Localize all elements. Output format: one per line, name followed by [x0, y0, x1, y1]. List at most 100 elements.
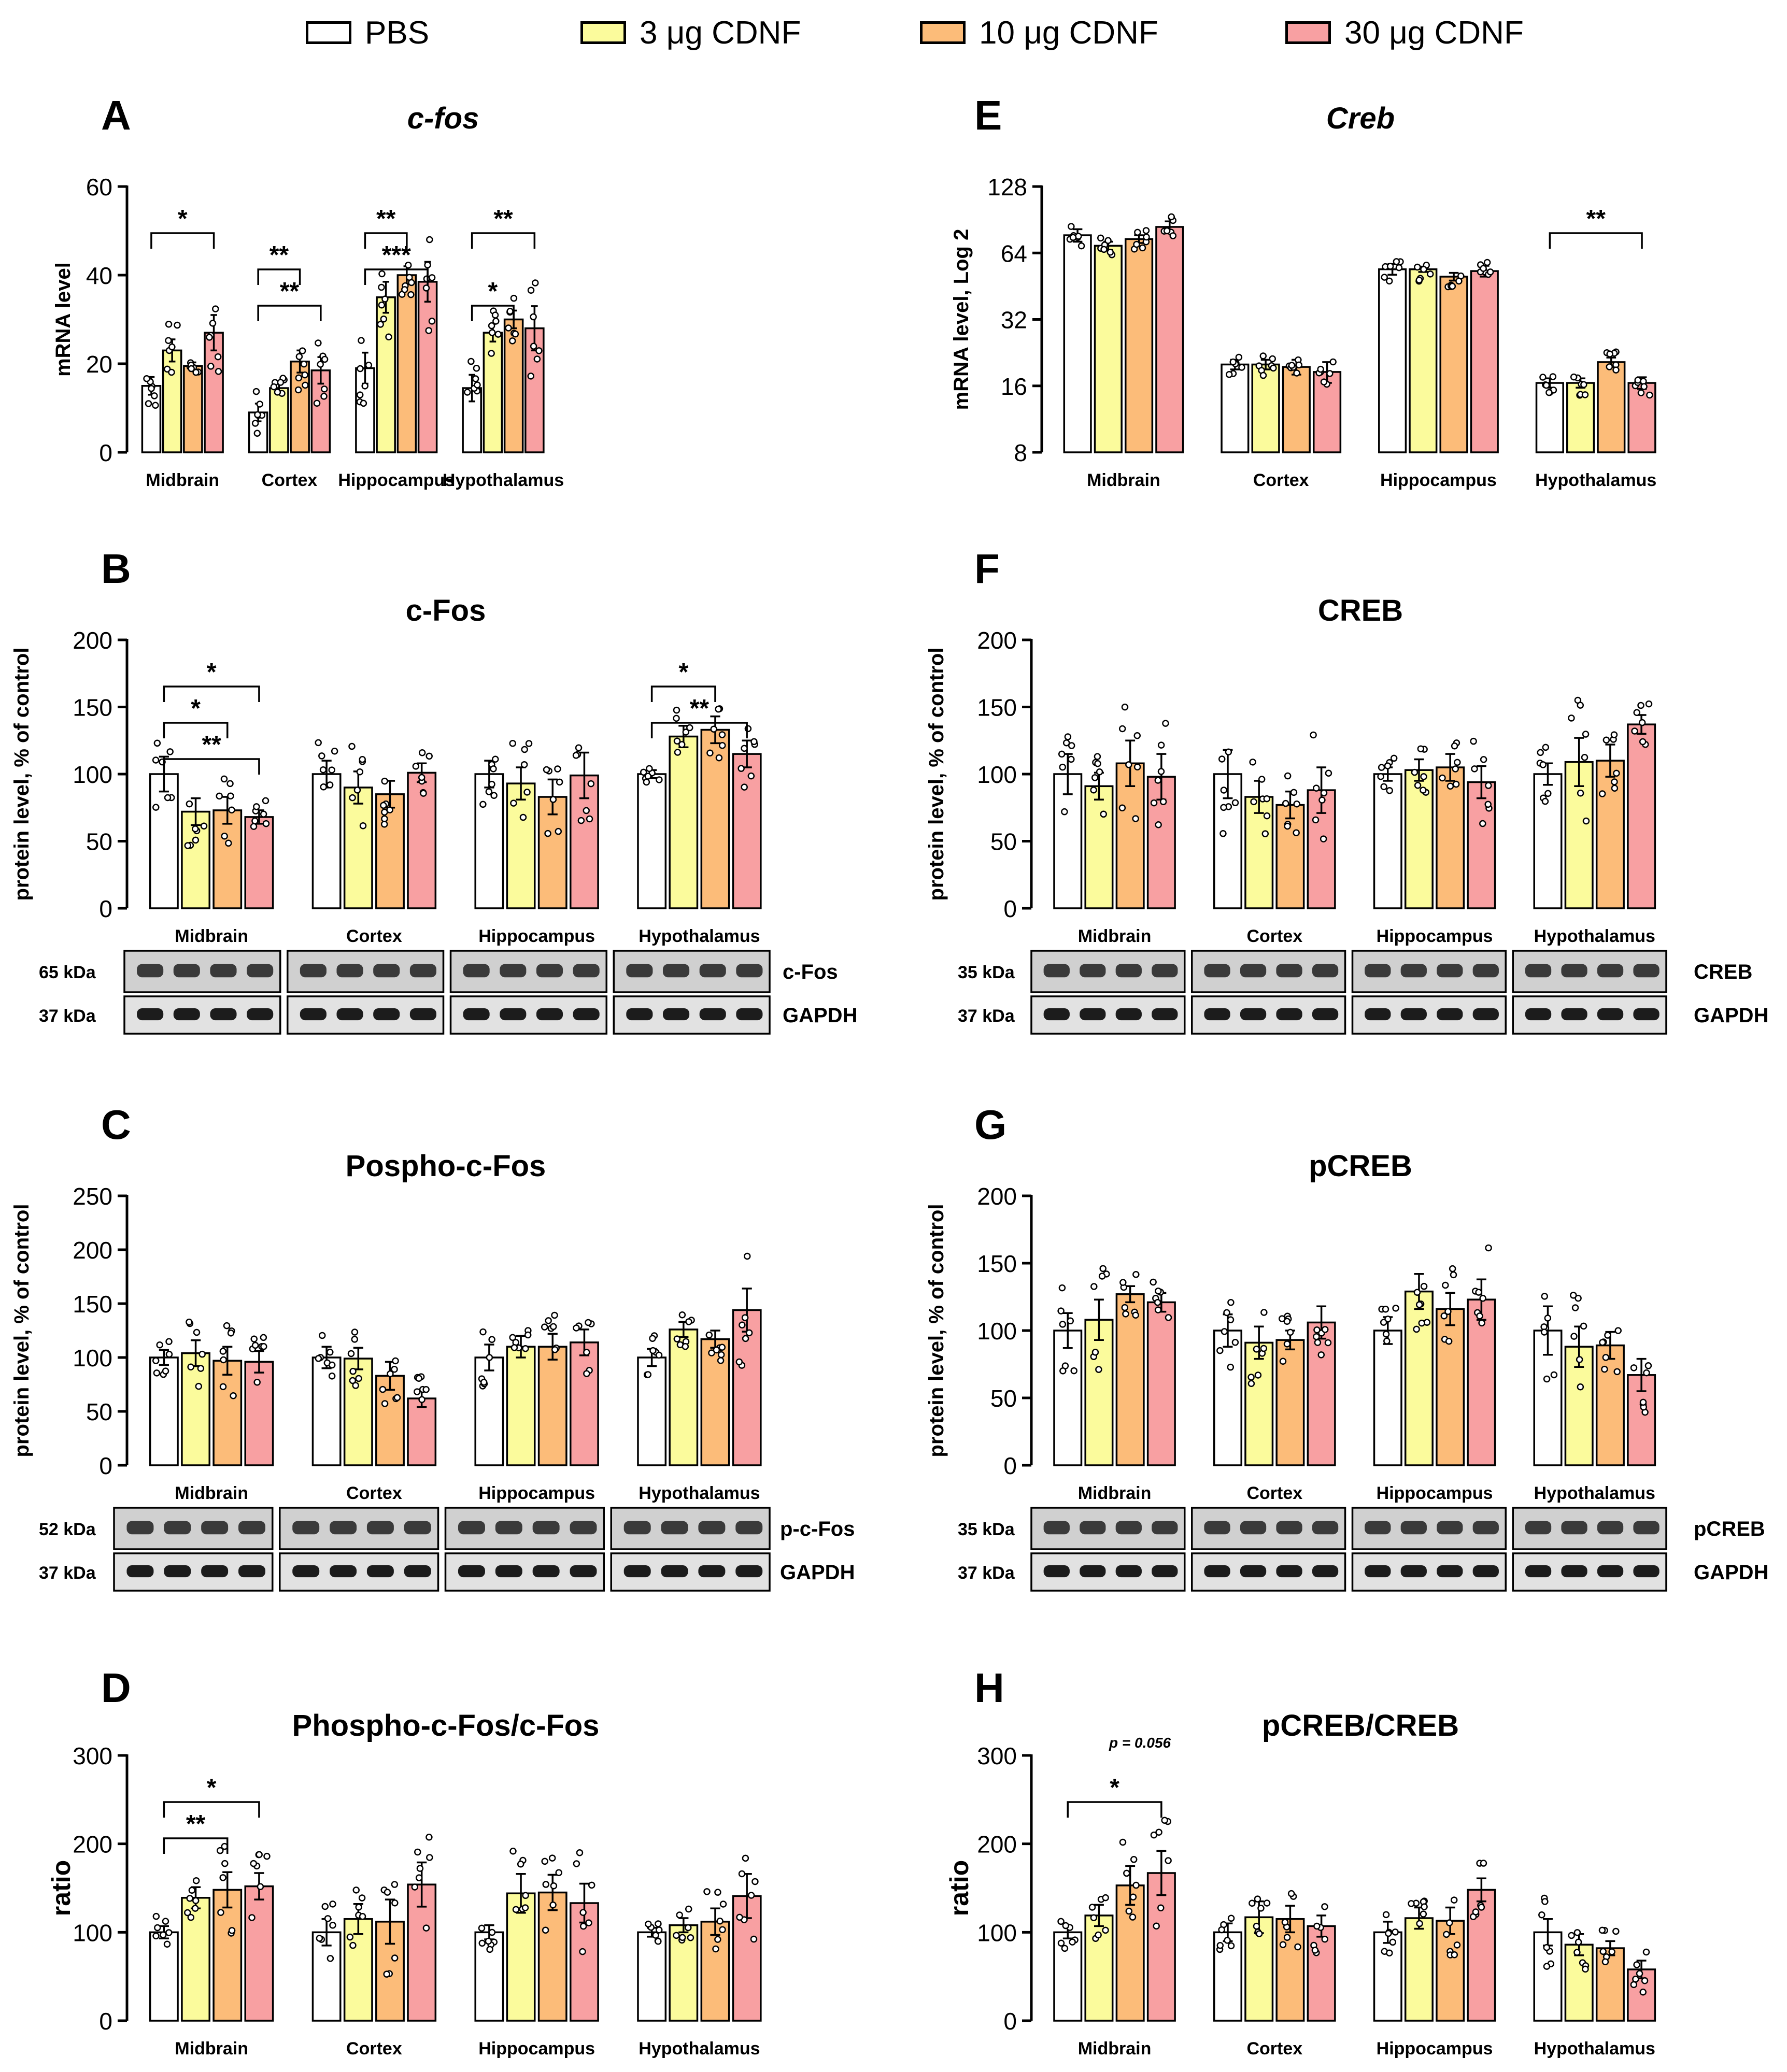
data-point [412, 763, 420, 770]
data-point [1577, 789, 1584, 797]
blot-band [1276, 1521, 1302, 1535]
blot-band [532, 1521, 560, 1535]
data-point [1380, 783, 1387, 791]
data-point [347, 1350, 355, 1357]
data-point [206, 334, 213, 341]
data-point [378, 270, 386, 278]
data-point [220, 1356, 227, 1364]
bar-e-2-0 [1378, 268, 1407, 453]
data-point [472, 375, 479, 382]
bar-c-2-0 [474, 1356, 504, 1466]
data-point [1573, 1949, 1581, 1956]
data-point [1119, 1838, 1127, 1846]
data-point [166, 748, 174, 755]
data-point [555, 1869, 562, 1876]
data-point [1613, 769, 1620, 777]
data-point [1393, 258, 1400, 265]
data-point [428, 318, 436, 325]
y-tick-label: 150 [73, 1291, 112, 1318]
data-point [1150, 1278, 1157, 1286]
data-point [1413, 1289, 1421, 1296]
data-point [274, 389, 281, 396]
data-point [1326, 370, 1334, 377]
data-point [317, 361, 324, 368]
data-point [1067, 1317, 1074, 1325]
data-point [1231, 1339, 1239, 1346]
data-point [329, 1900, 336, 1908]
data-point [1451, 1951, 1458, 1959]
chart-title: c-fos [407, 102, 479, 135]
blot-band [1472, 1008, 1499, 1021]
data-point [1320, 835, 1327, 842]
data-point [463, 389, 471, 396]
data-point [527, 287, 535, 294]
data-point [391, 1366, 398, 1373]
data-point [153, 739, 161, 747]
data-point [1478, 1904, 1485, 1911]
bar-b-2-2 [537, 796, 568, 909]
data-point [644, 773, 652, 780]
bar-d-2-1 [506, 1892, 536, 2022]
bar-b-0-3 [244, 816, 274, 909]
data-point [1543, 1963, 1551, 1970]
data-point [741, 1314, 749, 1321]
data-point [488, 1336, 495, 1343]
data-point [1485, 782, 1492, 789]
data-point [1068, 742, 1075, 749]
data-point [573, 1324, 580, 1332]
data-point [573, 1860, 580, 1867]
data-point [1221, 1328, 1228, 1335]
data-point [491, 311, 499, 319]
data-point [1633, 709, 1640, 717]
data-point [1090, 1914, 1098, 1921]
data-point [349, 794, 356, 802]
data-point [184, 1909, 191, 1917]
data-point [1610, 731, 1618, 738]
data-point [1644, 1362, 1652, 1369]
data-point [351, 1328, 359, 1336]
data-point [473, 364, 480, 372]
blot-band [1204, 1521, 1230, 1535]
data-point [1385, 1930, 1392, 1937]
data-point [250, 1860, 257, 1867]
data-point [467, 358, 475, 365]
data-point [719, 1900, 727, 1908]
data-point [1420, 787, 1427, 794]
blot-band [1043, 1565, 1070, 1578]
data-point [1220, 804, 1227, 811]
blot-band [1312, 1008, 1339, 1021]
blot-kda-label: 37 kDa [958, 1563, 1015, 1583]
blot-protein-label: c-Fos [783, 961, 838, 983]
data-point [313, 399, 321, 407]
data-point [1484, 801, 1492, 808]
data-point [408, 279, 415, 287]
data-point [1313, 1326, 1321, 1334]
data-point [251, 420, 259, 427]
data-point [1570, 373, 1578, 381]
significance-bracket [257, 268, 301, 285]
data-point [1247, 1374, 1255, 1381]
chart-title: pCREB [1309, 1149, 1412, 1183]
blot-band [1633, 1565, 1660, 1578]
data-point [1227, 1298, 1235, 1306]
y-tick-label: 0 [99, 895, 112, 922]
data-point [1062, 1922, 1070, 1930]
data-point [349, 1377, 357, 1384]
data-point [1449, 1265, 1456, 1273]
blot-band [1525, 964, 1552, 978]
blot-band [1276, 964, 1302, 978]
data-point [747, 1892, 755, 1899]
legend-swatch-pbs [306, 21, 351, 44]
blot-band [1400, 1521, 1427, 1535]
data-point [1581, 391, 1589, 398]
data-point [1227, 1363, 1235, 1371]
data-point [1582, 1965, 1589, 1973]
panel-letter: C [101, 1102, 131, 1148]
data-point [1443, 1931, 1450, 1938]
data-point [1408, 1900, 1415, 1907]
data-point [195, 1382, 203, 1390]
data-point [682, 1343, 689, 1350]
blot-band [238, 1565, 265, 1578]
data-point [655, 1920, 662, 1927]
data-point [541, 1857, 548, 1865]
